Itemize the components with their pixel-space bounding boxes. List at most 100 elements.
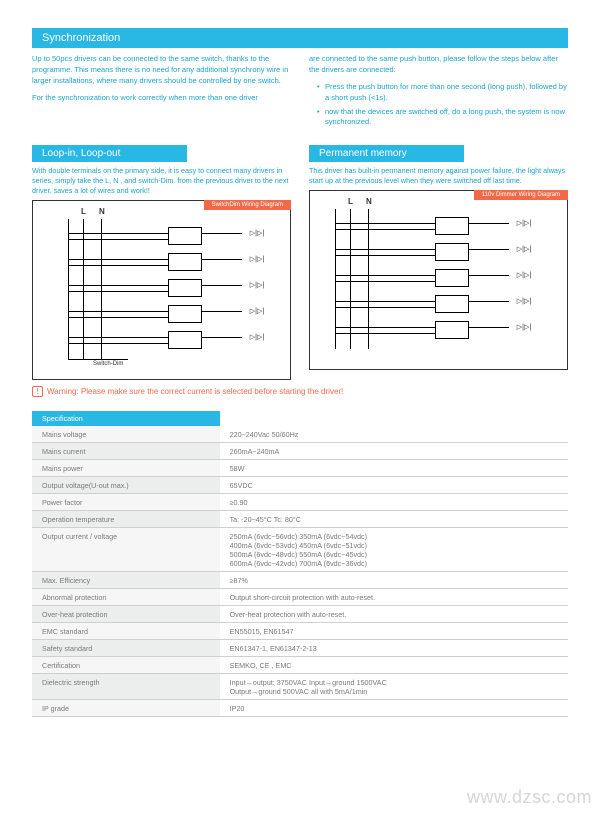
wire — [68, 233, 168, 234]
led-icon: ▷|▷| — [510, 323, 538, 333]
wire — [335, 307, 435, 308]
label-l: L — [348, 197, 353, 206]
table-row: Safety standardEN61347-1, EN61347-2-13 — [32, 640, 568, 657]
led-icon: ▷|▷| — [243, 255, 271, 265]
spec-header-empty — [220, 411, 568, 426]
label-n: N — [99, 207, 105, 216]
led-icon: ▷|▷| — [243, 281, 271, 291]
table-row: Mains voltage220~240Vac 50/60Hz — [32, 426, 568, 443]
led-icon: ▷|▷| — [243, 229, 271, 239]
label-l: L — [81, 207, 86, 216]
driver-box — [435, 217, 469, 235]
spec-value: 250mA (6vdc~56vdc) 350mA (6vdc~54vdc) 40… — [220, 528, 568, 572]
spec-value: ≥87% — [220, 572, 568, 589]
loop-title: Loop-in, Loop-out — [32, 145, 187, 162]
wire — [335, 327, 435, 328]
perm-diag-label: 110v Dimmer Wiring Diagram — [474, 190, 568, 200]
spec-value: 65VDC — [220, 477, 568, 494]
page: Synchronization Up to 50pcs drivers can … — [0, 0, 600, 727]
table-row: Output current / voltage250mA (6vdc~56vd… — [32, 528, 568, 572]
wire — [68, 291, 168, 292]
spec-key: Mains voltage — [32, 426, 220, 443]
wire — [68, 239, 168, 240]
wire — [68, 259, 168, 260]
table-row: Output voltage(U-out max.)65VDC — [32, 477, 568, 494]
perm-text: This driver has built-in permanent memor… — [309, 166, 568, 186]
driver-box — [168, 253, 202, 271]
perm-diagram: 110v Dimmer Wiring Diagram L N ▷|▷| ▷|▷| — [309, 190, 568, 370]
loop-text: With double terminals on the primary sid… — [32, 166, 291, 196]
sync-col-right: are connected to the same push button, p… — [309, 54, 568, 131]
bus-line — [68, 219, 69, 359]
spec-key: Mains current — [32, 443, 220, 460]
loop-section: Loop-in, Loop-out With double terminals … — [32, 145, 291, 380]
led-icon: ▷|▷| — [243, 333, 271, 343]
spec-value: EN55015, EN61547 — [220, 623, 568, 640]
perm-title: Permanent memory — [309, 145, 464, 162]
bus-line — [83, 219, 84, 359]
spec-key: Power factor — [32, 494, 220, 511]
table-row: Abnormal protectionOutput short-circuit … — [32, 589, 568, 606]
led-icon: ▷|▷| — [510, 271, 538, 281]
spec-value: Input→output: 3750VAC Input→ground 1500V… — [220, 674, 568, 700]
driver-box — [435, 321, 469, 339]
spec-value: 220~240Vac 50/60Hz — [220, 426, 568, 443]
spec-key: IP grade — [32, 700, 220, 717]
table-row: EMC standardEN55015, EN61547 — [32, 623, 568, 640]
sync-col-left: Up to 50pcs drivers can be connected to … — [32, 54, 291, 131]
bus-line — [368, 209, 369, 349]
wire — [335, 281, 435, 282]
wire — [202, 259, 242, 260]
spec-value: SEMKO, CE , EMC — [220, 657, 568, 674]
wire — [68, 311, 168, 312]
spec-key: Dielectric strength — [32, 674, 220, 700]
driver-box — [435, 295, 469, 313]
sync-body: Up to 50pcs drivers can be connected to … — [32, 54, 568, 131]
spec-key: Mains power — [32, 460, 220, 477]
spec-value: Ta: -20~45°C Tc: 80°C — [220, 511, 568, 528]
spec-value: 260mA~240mA — [220, 443, 568, 460]
sync-left-p2: For the synchronization to work correctl… — [32, 93, 291, 104]
spec-value: 58W — [220, 460, 568, 477]
sync-left-p1: Up to 50pcs drivers can be connected to … — [32, 54, 291, 87]
wire — [202, 311, 242, 312]
driver-box — [168, 227, 202, 245]
table-row: Operation temperatureTa: -20~45°C Tc: 80… — [32, 511, 568, 528]
wire — [335, 275, 435, 276]
warning-row: ! Warning: Please make sure the correct … — [32, 386, 568, 397]
sync-title: Synchronization — [32, 28, 568, 48]
spec-key: EMC standard — [32, 623, 220, 640]
led-icon: ▷|▷| — [510, 245, 538, 255]
wire — [202, 233, 242, 234]
spec-value: Over-heat protection with auto-reset. — [220, 606, 568, 623]
led-icon: ▷|▷| — [510, 297, 538, 307]
wire — [469, 249, 509, 250]
wire — [469, 301, 509, 302]
table-row: CertificationSEMKO, CE , EMC — [32, 657, 568, 674]
wire — [335, 301, 435, 302]
wire — [335, 255, 435, 256]
spec-value: ≥0.90 — [220, 494, 568, 511]
wire — [202, 337, 242, 338]
sync-bullet-1: Press the push button for more than one … — [317, 82, 568, 104]
watermark: www.dzsc.com — [467, 787, 592, 808]
spec-key: Operation temperature — [32, 511, 220, 528]
led-icon: ▷|▷| — [510, 219, 538, 229]
wire — [335, 249, 435, 250]
wire — [68, 285, 168, 286]
table-row: Max. Efficiency≥87% — [32, 572, 568, 589]
wire — [68, 359, 128, 360]
table-row: Power factor≥0.90 — [32, 494, 568, 511]
loop-diagram: SwitchDim Wiring Diagram L N ▷|▷| ▷|▷| — [32, 200, 291, 380]
spec-value: EN61347-1, EN61347-2-13 — [220, 640, 568, 657]
warning-text: Warning: Please make sure the correct cu… — [47, 387, 343, 396]
table-row: IP gradeIP20 — [32, 700, 568, 717]
table-row: Mains current260mA~240mA — [32, 443, 568, 460]
driver-box — [168, 305, 202, 323]
wire — [469, 275, 509, 276]
wire — [68, 343, 168, 344]
driver-box — [435, 269, 469, 287]
two-col: Loop-in, Loop-out With double terminals … — [32, 145, 568, 380]
wire — [335, 333, 435, 334]
table-row: Mains power58W — [32, 460, 568, 477]
